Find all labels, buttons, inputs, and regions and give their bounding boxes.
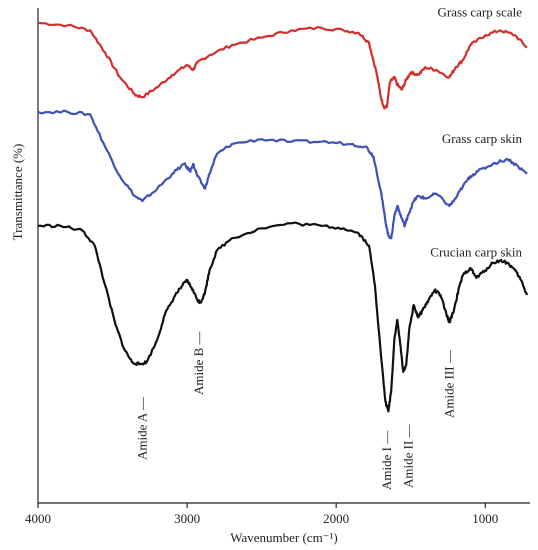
annotations: Amide A — Amide B — Amide I — Amide II — Ami… (134, 330, 456, 490)
annotation-1: Amide A — (134, 396, 149, 460)
series-line-2 (37, 109, 528, 240)
annotation-4: Amide II — (400, 423, 415, 488)
series-lines (37, 21, 529, 413)
x-tick-label-4000: 4000 (25, 511, 51, 526)
annotation-3: Amide I — (379, 430, 394, 490)
series-label-1: Grass carp scale (438, 4, 523, 19)
series-line-3 (37, 221, 529, 413)
series-labels: Grass carp scale Grass carp skin Crucian c… (430, 4, 522, 259)
x-axis-label: Wavenumber (cm⁻¹) (230, 530, 338, 545)
annotation-5: Amide III — (441, 349, 456, 418)
series-line-1 (37, 21, 528, 110)
x-tick-label-1000: 1000 (472, 511, 498, 526)
plot-frame (37, 8, 530, 504)
x-tick-label-2000: 2000 (323, 511, 349, 526)
series-label-2: Grass carp skin (442, 131, 523, 146)
series-label-3: Crucian carp skin (430, 244, 522, 259)
y-axis-label: Transmittance (%) (10, 144, 25, 241)
x-ticks: 4000 3000 2000 1000 (25, 503, 498, 526)
annotation-2: Amide B — (191, 330, 206, 395)
x-tick-label-3000: 3000 (174, 511, 200, 526)
